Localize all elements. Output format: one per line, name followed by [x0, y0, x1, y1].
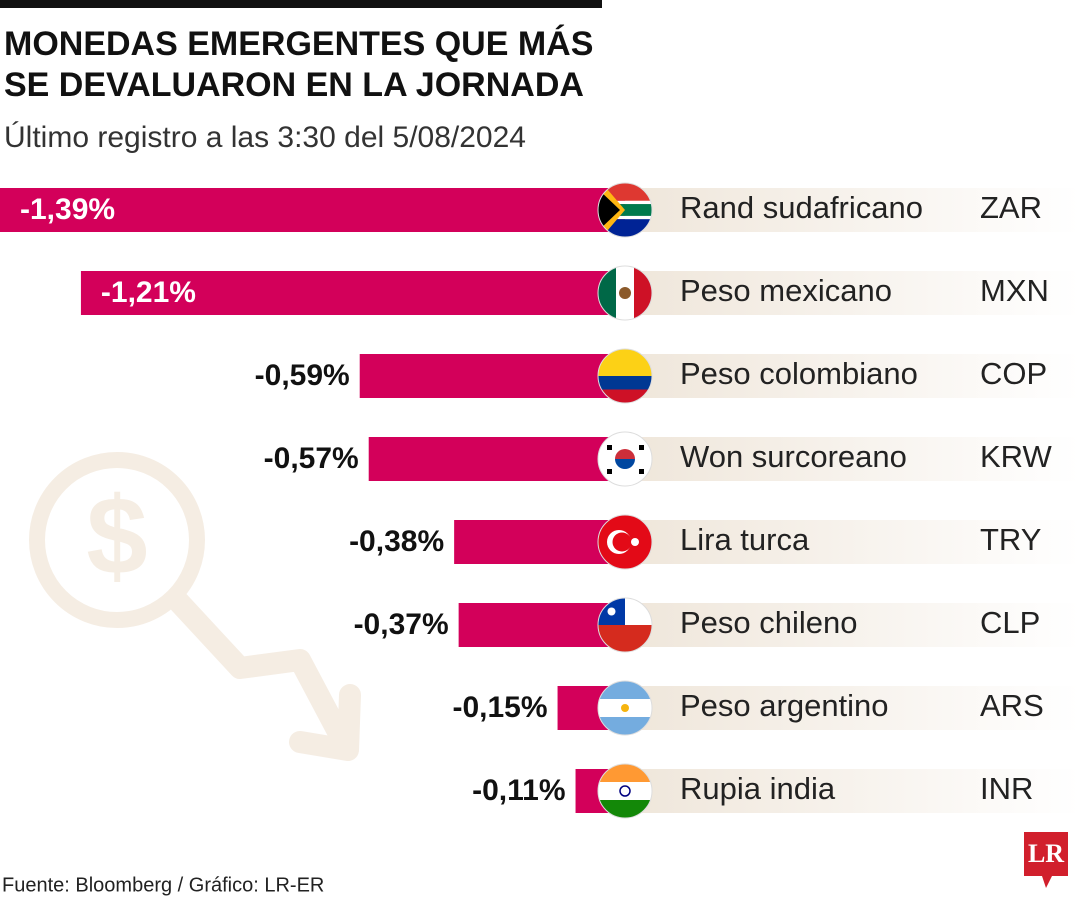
- bar: [359, 354, 625, 398]
- category-label: Peso mexicano: [680, 273, 892, 308]
- row-strip: [625, 686, 1080, 730]
- flag-border: [597, 431, 653, 487]
- flag-part: [598, 800, 652, 818]
- flag-part: [612, 532, 632, 552]
- row-strip: [625, 603, 1080, 647]
- flag-border: [597, 597, 653, 653]
- flag: [598, 515, 652, 569]
- row-strip: [625, 437, 1080, 481]
- flag-part: [598, 215, 652, 220]
- value-label: -0,11%: [472, 774, 565, 807]
- category-label: Peso argentino: [680, 688, 889, 723]
- flag-border: [597, 680, 653, 736]
- value-label: -0,38%: [349, 525, 444, 558]
- flag-part: [598, 681, 652, 699]
- value-label: -0,59%: [255, 359, 350, 392]
- flag-part: [621, 704, 629, 712]
- row-strip: [625, 188, 1080, 232]
- value-label: -0,37%: [354, 608, 449, 641]
- value-label: -0,15%: [452, 691, 547, 724]
- value-label: -1,39%: [20, 193, 115, 226]
- bar: [80, 271, 626, 315]
- svg-text:$: $: [86, 475, 147, 598]
- category-label: Won surcoreano: [680, 439, 907, 474]
- source-note: Fuente: Bloomberg / Gráfico: LR-ER: [2, 874, 324, 896]
- flag-part: [598, 782, 652, 800]
- flag-part: [598, 764, 652, 782]
- flag-part: [598, 349, 652, 376]
- category-label: Peso colombiano: [680, 356, 918, 391]
- bar: [458, 603, 625, 647]
- logo: LR: [1024, 832, 1068, 888]
- flag: [598, 764, 652, 818]
- flag-border: [597, 514, 653, 570]
- flag-part: [631, 538, 639, 546]
- category-label: Lira turca: [680, 522, 810, 557]
- category-label: Rand sudafricano: [680, 190, 923, 225]
- flag-part: [598, 200, 652, 205]
- flag-part: [615, 459, 635, 469]
- flag: [598, 432, 652, 486]
- value-label: -1,21%: [101, 276, 196, 309]
- row-strip: [625, 271, 1080, 315]
- flag-border: [597, 265, 653, 321]
- flag-part: [619, 785, 631, 797]
- flag-part: [639, 445, 644, 450]
- row-strip: [625, 520, 1080, 564]
- flag: [598, 183, 652, 237]
- bar: [0, 188, 625, 232]
- chart-subtitle: Último registro a las 3:30 del 5/08/2024: [4, 121, 526, 154]
- row-strip: [625, 354, 1080, 398]
- bar: [368, 437, 625, 481]
- currency-code: COP: [980, 356, 1047, 391]
- row-strip: [625, 769, 1080, 813]
- flag-part: [619, 287, 631, 299]
- currency-code: KRW: [980, 439, 1053, 474]
- flag-part: [598, 266, 616, 320]
- currency-code: ARS: [980, 688, 1044, 723]
- flag-part: [607, 469, 612, 474]
- flag-part: [598, 376, 652, 390]
- flag-part: [639, 469, 644, 474]
- category-label: Rupia india: [680, 771, 836, 806]
- flag-part: [607, 607, 616, 616]
- currency-code: ZAR: [980, 190, 1042, 225]
- logo-text: LR: [1028, 839, 1064, 868]
- flag-border: [597, 348, 653, 404]
- flag-border: [597, 182, 653, 238]
- top-rule: [0, 0, 602, 8]
- flag-part: [607, 445, 612, 450]
- currency-code: INR: [980, 771, 1033, 806]
- flag: [598, 681, 652, 735]
- currency-code: MXN: [980, 273, 1049, 308]
- flag-part: [598, 189, 620, 231]
- flag-part: [598, 625, 652, 652]
- flag-part: [634, 266, 652, 320]
- background-icon: $: [29, 452, 361, 761]
- bar: [454, 520, 625, 564]
- value-label: -0,57%: [264, 442, 359, 475]
- currency-code: CLP: [980, 605, 1040, 640]
- category-label: Peso chileno: [680, 605, 858, 640]
- chart-title: SE DEVALUARON EN LA JORNADA: [4, 66, 584, 104]
- flag-part: [598, 717, 652, 735]
- flag-border: [597, 763, 653, 819]
- chart-title: MONEDAS EMERGENTES QUE MÁS: [4, 25, 593, 63]
- currency-code: TRY: [980, 522, 1041, 557]
- flag-part: [615, 449, 635, 459]
- flag: [598, 266, 652, 320]
